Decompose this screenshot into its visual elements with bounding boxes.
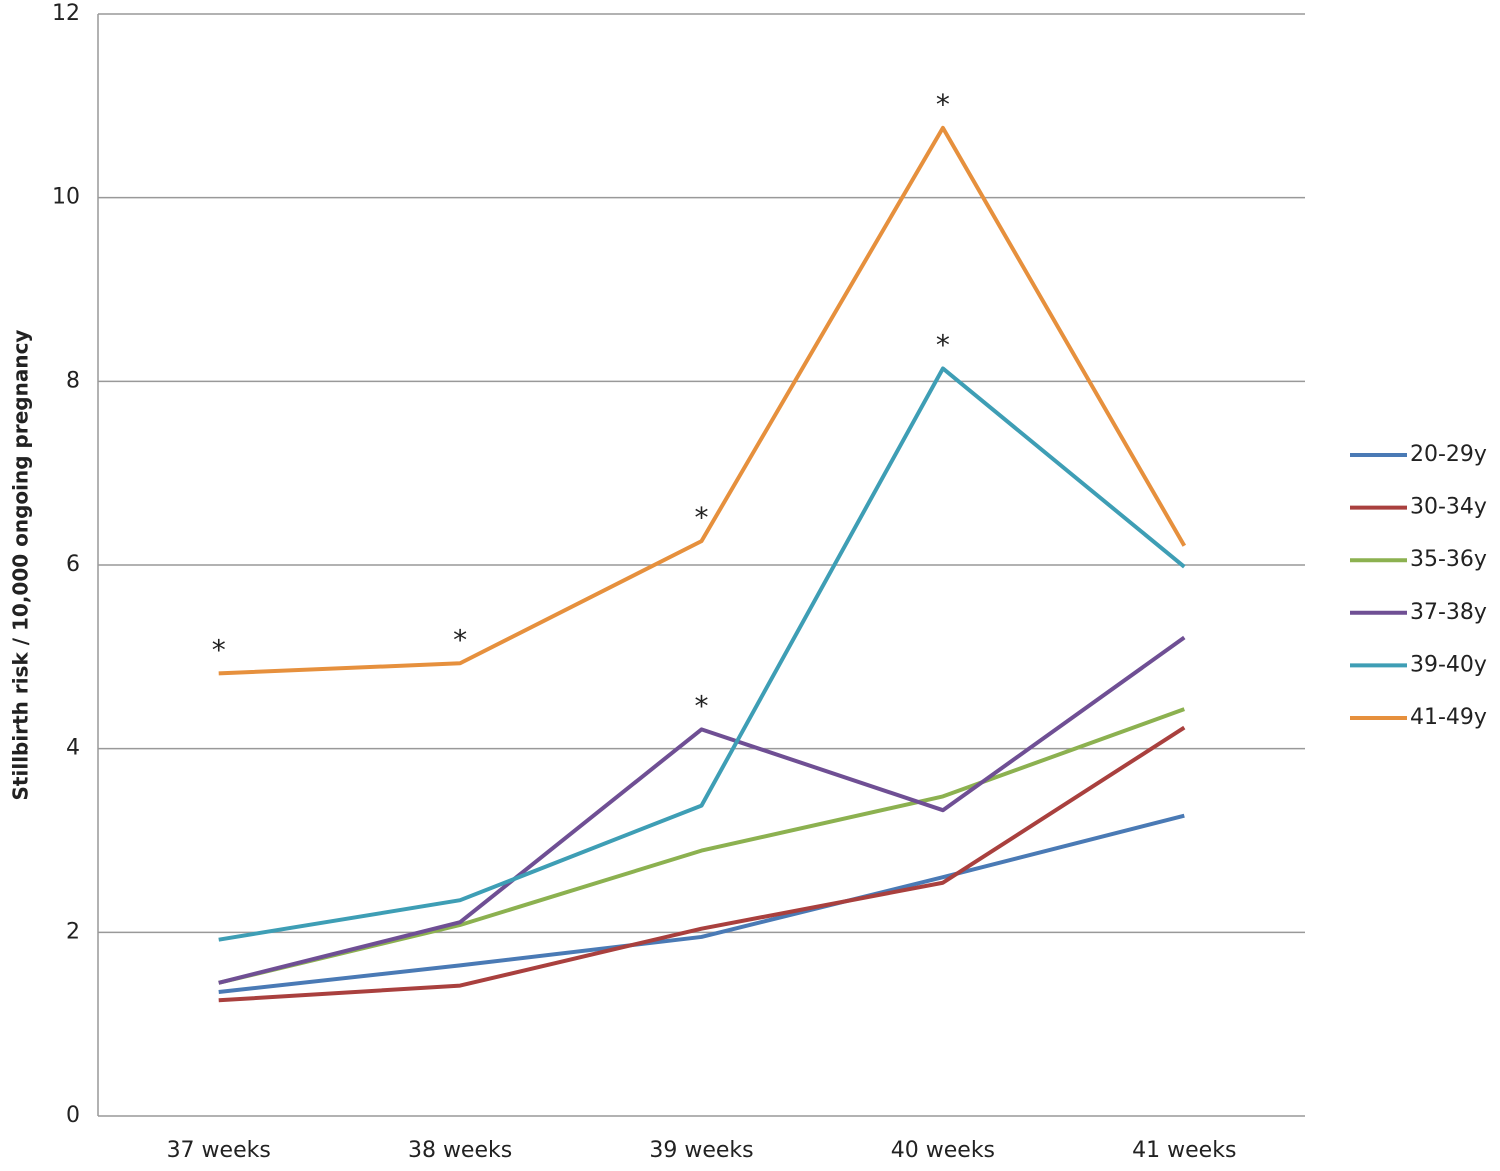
series-line <box>218 707 1185 985</box>
y-tick-label: 8 <box>66 368 80 393</box>
legend-label: 20-29y <box>1410 442 1487 467</box>
legend-label: 37-38y <box>1410 600 1487 625</box>
series-line <box>218 813 1185 995</box>
legend-label: 39-40y <box>1410 652 1487 677</box>
legend-label: 41-49y <box>1410 705 1487 730</box>
y-tick-label: 6 <box>66 552 80 577</box>
x-tick-label: 37 weeks <box>167 1138 271 1163</box>
point-label: * <box>695 689 709 722</box>
y-tick-label: 0 <box>66 1103 80 1128</box>
point-label: * <box>936 88 950 121</box>
series-line <box>218 125 1187 676</box>
point-label: * <box>695 501 709 534</box>
y-tick-label: 12 <box>52 1 80 26</box>
series-line <box>218 366 1186 942</box>
series-line <box>218 635 1186 985</box>
y-tick-label: 4 <box>66 736 80 761</box>
point-label: * <box>453 623 467 656</box>
x-tick-label: 39 weeks <box>649 1138 753 1163</box>
y-axis-label: Stillbirth risk / 10,000 ongoing pregnan… <box>9 330 33 801</box>
legend-label: 30-34y <box>1410 495 1487 520</box>
x-tick-label: 38 weeks <box>408 1138 512 1163</box>
point-label: * <box>212 633 226 666</box>
point-label: * <box>936 328 950 361</box>
y-tick-label: 2 <box>66 919 80 944</box>
series-line <box>218 725 1186 1003</box>
x-tick-label: 40 weeks <box>891 1138 995 1163</box>
x-tick-label: 41 weeks <box>1132 1138 1236 1163</box>
legend-label: 35-36y <box>1410 547 1487 572</box>
y-tick-label: 10 <box>52 185 80 210</box>
